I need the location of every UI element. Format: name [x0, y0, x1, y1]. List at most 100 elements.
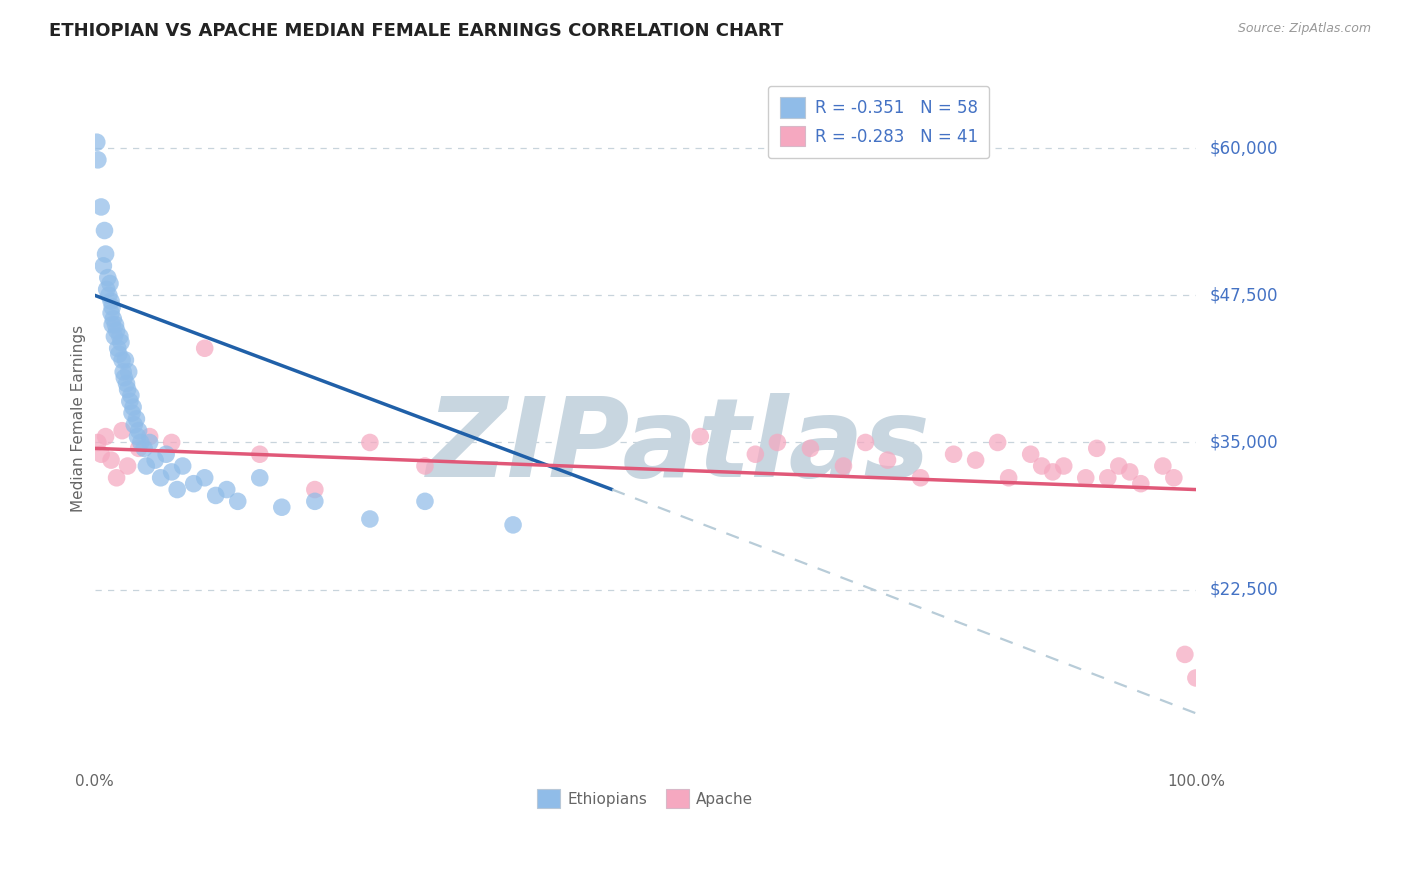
Point — [118, 365, 141, 379]
Point — [114, 353, 136, 368]
Point — [101, 300, 124, 314]
Point — [122, 417, 145, 432]
Point — [127, 429, 149, 443]
Point — [93, 223, 115, 237]
Point — [1085, 442, 1108, 456]
Point — [149, 471, 172, 485]
Point — [138, 429, 160, 443]
Point — [1053, 458, 1076, 473]
Point — [876, 453, 898, 467]
Point — [832, 458, 855, 473]
Point — [100, 306, 122, 320]
Point — [111, 353, 134, 368]
Point — [107, 341, 129, 355]
Point — [160, 435, 183, 450]
Point — [1042, 465, 1064, 479]
Point — [1129, 476, 1152, 491]
Point — [87, 153, 110, 167]
Point — [122, 400, 145, 414]
Point — [108, 329, 131, 343]
Point — [125, 412, 148, 426]
Point — [110, 335, 132, 350]
Point — [942, 447, 965, 461]
Point — [121, 406, 143, 420]
Point — [128, 442, 150, 456]
Point — [766, 435, 789, 450]
Point — [86, 135, 108, 149]
Point — [359, 512, 381, 526]
Point — [112, 365, 135, 379]
Point — [103, 311, 125, 326]
Point — [104, 318, 127, 332]
Point — [304, 494, 326, 508]
Point — [1185, 671, 1208, 685]
Point — [101, 318, 124, 332]
Point — [117, 458, 139, 473]
Point — [96, 282, 118, 296]
Text: $22,500: $22,500 — [1209, 581, 1278, 599]
Point — [128, 424, 150, 438]
Point — [413, 494, 436, 508]
Point — [134, 442, 156, 456]
Point — [100, 453, 122, 467]
Point — [98, 277, 121, 291]
Point — [135, 458, 157, 473]
Text: $60,000: $60,000 — [1209, 139, 1278, 157]
Y-axis label: Median Female Earnings: Median Female Earnings — [72, 326, 86, 513]
Point — [105, 324, 128, 338]
Point — [97, 288, 120, 302]
Point — [965, 453, 987, 467]
Point — [204, 488, 226, 502]
Point — [129, 435, 152, 450]
Point — [1031, 458, 1053, 473]
Point — [1074, 471, 1097, 485]
Point — [502, 517, 524, 532]
Point — [94, 429, 117, 443]
Point — [359, 435, 381, 450]
Point — [249, 447, 271, 461]
Point — [413, 458, 436, 473]
Point — [107, 347, 129, 361]
Point — [103, 329, 125, 343]
Point — [93, 259, 115, 273]
Point — [270, 500, 292, 515]
Point — [90, 200, 112, 214]
Point — [155, 447, 177, 461]
Point — [215, 483, 238, 497]
Point — [1174, 648, 1197, 662]
Point — [997, 471, 1019, 485]
Point — [1108, 458, 1130, 473]
Point — [910, 471, 932, 485]
Point — [249, 471, 271, 485]
Point — [1097, 471, 1119, 485]
Point — [111, 424, 134, 438]
Point — [304, 483, 326, 497]
Point — [115, 376, 138, 391]
Point — [1163, 471, 1185, 485]
Point — [90, 447, 112, 461]
Point — [112, 370, 135, 384]
Point — [138, 435, 160, 450]
Point — [118, 394, 141, 409]
Point — [1019, 447, 1042, 461]
Point — [94, 247, 117, 261]
Legend: Ethiopians, Apache: Ethiopians, Apache — [531, 783, 759, 814]
Point — [226, 494, 249, 508]
Text: $47,500: $47,500 — [1209, 286, 1278, 304]
Point — [97, 270, 120, 285]
Point — [194, 341, 217, 355]
Point — [689, 429, 711, 443]
Point — [117, 383, 139, 397]
Point — [160, 465, 183, 479]
Point — [987, 435, 1010, 450]
Point — [1119, 465, 1142, 479]
Point — [166, 483, 188, 497]
Point — [1152, 458, 1174, 473]
Text: Source: ZipAtlas.com: Source: ZipAtlas.com — [1237, 22, 1371, 36]
Text: $35,000: $35,000 — [1209, 434, 1278, 451]
Point — [855, 435, 877, 450]
Point — [105, 471, 128, 485]
Point — [744, 447, 766, 461]
Point — [183, 476, 205, 491]
Text: ZIPatlas: ZIPatlas — [426, 392, 931, 500]
